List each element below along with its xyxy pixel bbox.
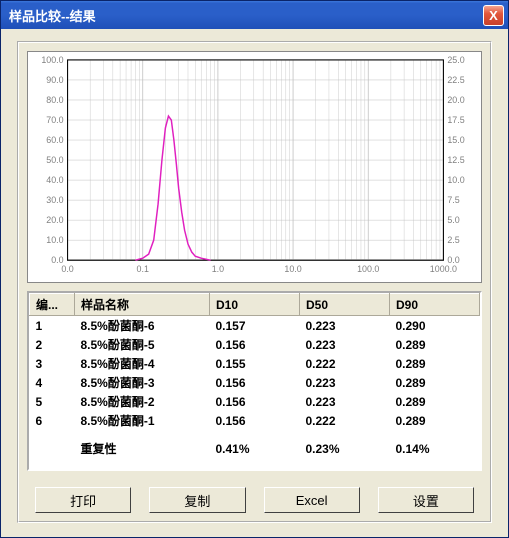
table-cell: 0.289 [390,392,480,411]
svg-text:0.0: 0.0 [61,264,73,274]
table-cell: 5 [30,392,75,411]
table-cell: 0.222 [300,354,390,373]
column-header[interactable]: D50 [300,294,390,316]
svg-text:12.5: 12.5 [447,155,464,165]
table-row[interactable]: 58.5%酚菌酮-20.1560.2230.289 [30,392,480,411]
summary-row: 重复性0.41%0.23%0.14% [30,430,480,458]
summary-cell: 0.41% [210,430,300,458]
table-cell: 0.157 [210,316,300,336]
table-cell: 0.223 [300,373,390,392]
column-header[interactable]: D90 [390,294,480,316]
svg-text:17.5: 17.5 [447,115,464,125]
distribution-chart: 0.0 10.0 20.0 30.0 40.0 50.0 60.0 70.0 80.0 90.0 1… [27,51,482,283]
column-header[interactable]: 样品名称 [75,294,210,316]
table-cell: 0.223 [300,392,390,411]
table-cell: 0.156 [210,392,300,411]
table-row[interactable]: 68.5%酚菌酮-10.1560.2220.289 [30,411,480,430]
svg-text:20.0: 20.0 [46,215,63,225]
svg-text:50.0: 50.0 [46,155,63,165]
svg-text:100.0: 100.0 [41,55,63,65]
summary-cell: 0.14% [390,430,480,458]
table-cell: 0.222 [300,411,390,430]
table-cell: 0.156 [210,373,300,392]
svg-text:7.5: 7.5 [447,195,459,205]
settings-button[interactable]: 设置 [378,487,474,513]
svg-text:90.0: 90.0 [46,75,63,85]
svg-text:0.1: 0.1 [137,264,149,274]
svg-text:70.0: 70.0 [46,115,63,125]
table-row[interactable]: 38.5%酚菌酮-40.1550.2220.289 [30,354,480,373]
table-cell: 8.5%酚菌酮-5 [75,335,210,354]
table-row[interactable]: 18.5%酚菌酮-60.1570.2230.290 [30,316,480,336]
button-bar: 打印 复制 Excel 设置 [27,479,482,513]
excel-button[interactable]: Excel [264,487,360,513]
svg-text:40.0: 40.0 [46,175,63,185]
summary-cell: 重复性 [75,430,210,458]
svg-text:100.0: 100.0 [357,264,379,274]
table-row[interactable]: 28.5%酚菌酮-50.1560.2230.289 [30,335,480,354]
summary-cell: 0.23% [300,430,390,458]
summary-cell [30,430,75,458]
table-cell: 8.5%酚菌酮-2 [75,392,210,411]
svg-text:30.0: 30.0 [46,195,63,205]
svg-text:25.0: 25.0 [447,55,464,65]
column-header[interactable]: D10 [210,294,300,316]
table-cell: 0.289 [390,411,480,430]
results-table-wrap: 编...样品名称D10D50D90 18.5%酚菌酮-60.1570.2230.… [27,291,482,471]
table-cell: 0.290 [390,316,480,336]
table-cell: 1 [30,316,75,336]
svg-text:80.0: 80.0 [46,95,63,105]
table-cell: 8.5%酚菌酮-3 [75,373,210,392]
svg-text:20.0: 20.0 [447,95,464,105]
close-button[interactable]: X [483,5,504,26]
svg-text:22.5: 22.5 [447,75,464,85]
svg-text:10.0: 10.0 [284,264,301,274]
close-icon: X [489,8,498,23]
results-table: 编...样品名称D10D50D90 18.5%酚菌酮-60.1570.2230.… [29,293,480,458]
column-header[interactable]: 编... [30,294,75,316]
svg-text:10.0: 10.0 [46,235,63,245]
table-cell: 0.289 [390,373,480,392]
client-area: 0.0 10.0 20.0 30.0 40.0 50.0 60.0 70.0 80.0 90.0 1… [1,29,508,537]
print-button[interactable]: 打印 [35,487,131,513]
svg-text:60.0: 60.0 [46,135,63,145]
table-cell: 8.5%酚菌酮-6 [75,316,210,336]
table-cell: 4 [30,373,75,392]
content-panel: 0.0 10.0 20.0 30.0 40.0 50.0 60.0 70.0 80.0 90.0 1… [17,41,492,523]
table-cell: 2 [30,335,75,354]
svg-text:5.0: 5.0 [447,215,459,225]
table-cell: 6 [30,411,75,430]
titlebar[interactable]: 样品比较--结果 X [1,1,508,29]
table-cell: 0.223 [300,335,390,354]
table-cell: 8.5%酚菌酮-4 [75,354,210,373]
table-cell: 8.5%酚菌酮-1 [75,411,210,430]
table-cell: 0.223 [300,316,390,336]
table-cell: 0.289 [390,354,480,373]
copy-button[interactable]: 复制 [149,487,245,513]
table-cell: 0.156 [210,335,300,354]
table-cell: 0.289 [390,335,480,354]
dialog-window: 样品比较--结果 X 0.0 10.0 20.0 30.0 40.0 50.0 60.0 70… [0,0,509,538]
svg-text:15.0: 15.0 [447,135,464,145]
svg-text:10.0: 10.0 [447,175,464,185]
svg-text:1.0: 1.0 [212,264,224,274]
table-row[interactable]: 48.5%酚菌酮-30.1560.2230.289 [30,373,480,392]
table-cell: 0.156 [210,411,300,430]
table-cell: 3 [30,354,75,373]
table-cell: 0.155 [210,354,300,373]
svg-text:1000.0: 1000.0 [430,264,457,274]
window-title: 样品比较--结果 [9,6,96,25]
svg-text:2.5: 2.5 [447,235,459,245]
